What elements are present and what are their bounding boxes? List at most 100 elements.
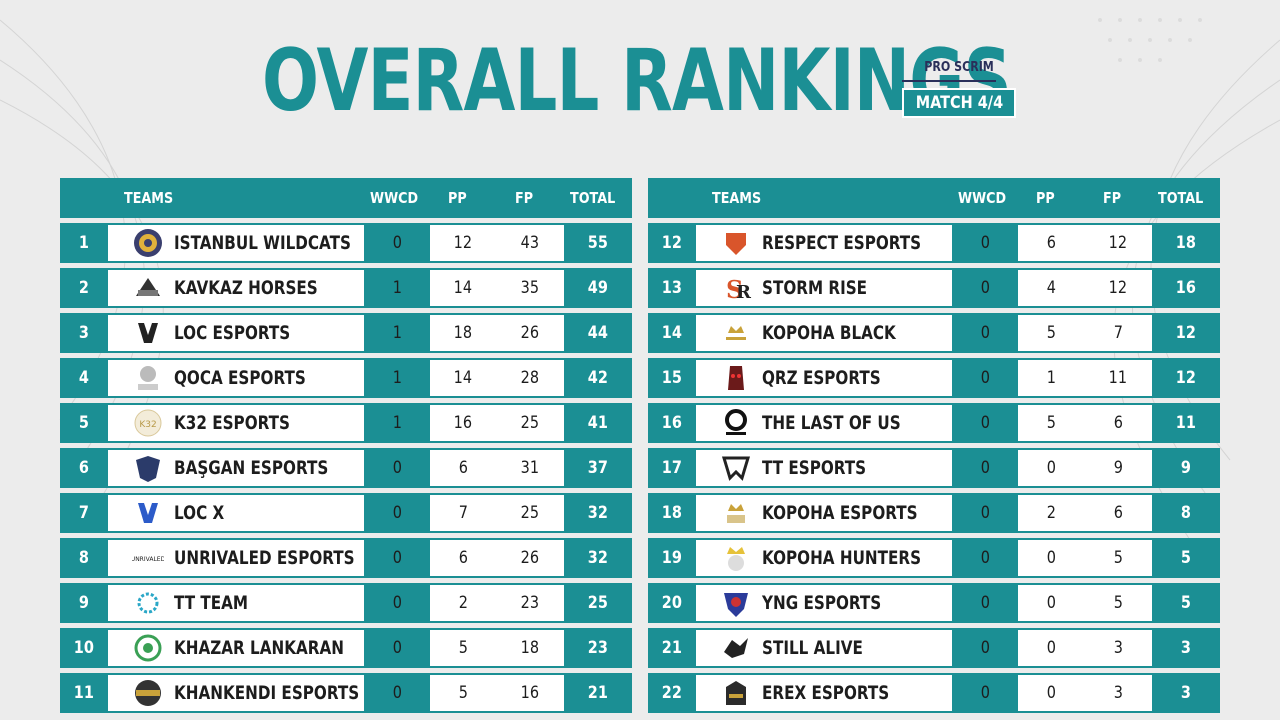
team-name: KAVKAZ HORSES [174, 277, 318, 299]
pp-cell: 0 [1018, 675, 1084, 711]
table-row: 4 QOCA ESPORTS 1 14 28 42 [60, 358, 632, 398]
fp-value: 5 [1113, 593, 1123, 613]
wwcd-value: 0 [980, 683, 990, 703]
total-value: 41 [587, 413, 609, 433]
rank-cell: 8 [60, 538, 108, 578]
wwcd-value: 0 [980, 323, 990, 343]
pp-value: 6 [458, 458, 468, 478]
total-cell: 9 [1152, 448, 1220, 488]
team-name: KOPOHA ESPORTS [762, 502, 918, 524]
wwcd-cell: 0 [952, 628, 1018, 668]
table-row: 11 KHANKENDI ESPORTS 0 5 16 21 [60, 673, 632, 713]
wwcd-cell: 0 [364, 223, 430, 263]
pp-cell: 6 [430, 450, 496, 486]
wwcd-value: 0 [392, 593, 402, 613]
team-cell: STILL ALIVE [696, 630, 952, 666]
fp-cell: 26 [496, 315, 564, 351]
table-row: 10 KHAZAR LANKARAN 0 5 18 23 [60, 628, 632, 668]
fp-value: 43 [520, 233, 540, 253]
team-cell: YNG ESPORTS [696, 585, 952, 621]
pp-value: 4 [1046, 278, 1056, 298]
khankendi-logo-icon [132, 677, 164, 709]
fp-cell: 12 [1084, 270, 1152, 306]
team-cell: EREX ESPORTS [696, 675, 952, 711]
rank-cell: 6 [60, 448, 108, 488]
rank-value: 6 [78, 458, 90, 478]
team-cell: KAVKAZ HORSES [108, 270, 364, 306]
table-header: TEAMS WWCD PP FP TOTAL [60, 178, 632, 218]
fp-cell: 9 [1084, 450, 1152, 486]
pp-value: 12 [453, 233, 473, 253]
points-cell: 6 31 [430, 450, 564, 486]
pp-cell: 4 [1018, 270, 1084, 306]
ttteam-logo-icon [132, 587, 164, 619]
team-name: BAŞGAN ESPORTS [174, 457, 329, 479]
team-name: TT ESPORTS [762, 457, 867, 479]
header-teams: TEAMS [124, 189, 174, 207]
pp-cell: 6 [430, 540, 496, 576]
rank-cell: 19 [648, 538, 696, 578]
team-cell: KHANKENDI ESPORTS [108, 675, 364, 711]
header-fp: FP [1103, 189, 1122, 207]
svg-text:R: R [736, 282, 752, 303]
wwcd-value: 0 [980, 503, 990, 523]
table-row: 20 YNG ESPORTS 0 0 5 5 [648, 583, 1220, 623]
team-cell: KOPOHA BLACK [696, 315, 952, 351]
team-name: KHAZAR LANKARAN [174, 637, 344, 659]
rank-value: 13 [661, 278, 683, 298]
wwcd-value: 0 [980, 368, 990, 388]
total-value: 18 [1175, 233, 1197, 253]
table-row: 8 UNRIVALED UNRIVALED ESPORTS 0 6 26 32 [60, 538, 632, 578]
fp-value: 18 [520, 638, 540, 658]
stillalive-logo-icon [720, 632, 752, 664]
rank-cell: 5 [60, 403, 108, 443]
fp-cell: 16 [496, 675, 564, 711]
total-cell: 32 [564, 493, 632, 533]
wwcd-value: 0 [392, 683, 402, 703]
pp-value: 2 [458, 593, 468, 613]
pp-value: 1 [1046, 368, 1056, 388]
header-wwcd: WWCD [958, 189, 1007, 207]
pp-value: 0 [1046, 548, 1056, 568]
wwcd-cell: 0 [364, 493, 430, 533]
rank-value: 9 [78, 593, 90, 613]
total-cell: 3 [1152, 673, 1220, 713]
team-cell: KHAZAR LANKARAN [108, 630, 364, 666]
pp-value: 6 [458, 548, 468, 568]
team-cell: ISTANBUL WILDCATS [108, 225, 364, 261]
wwcd-cell: 1 [364, 403, 430, 443]
table-header: TEAMS WWCD PP FP TOTAL [648, 178, 1220, 218]
wwcd-value: 0 [392, 233, 402, 253]
wwcd-cell: 1 [364, 268, 430, 308]
rank-cell: 14 [648, 313, 696, 353]
header-wwcd: WWCD [370, 189, 419, 207]
team-name: KHANKENDI ESPORTS [174, 682, 360, 704]
basgan-logo-icon [132, 452, 164, 484]
rank-cell: 16 [648, 403, 696, 443]
fp-cell: 25 [496, 495, 564, 531]
rank-value: 10 [73, 638, 95, 658]
lastofus-logo-icon [720, 407, 752, 439]
unrivaled-logo-icon: UNRIVALED [132, 542, 164, 574]
wwcd-cell: 0 [952, 448, 1018, 488]
fp-value: 35 [520, 278, 540, 298]
rank-value: 8 [78, 548, 90, 568]
team-name: YNG ESPORTS [762, 592, 882, 614]
total-value: 8 [1180, 503, 1192, 523]
team-name: STORM RISE [762, 277, 868, 299]
total-value: 5 [1180, 593, 1192, 613]
fp-cell: 25 [496, 405, 564, 441]
wwcd-value: 1 [392, 368, 402, 388]
team-name: STILL ALIVE [762, 637, 863, 659]
total-cell: 44 [564, 313, 632, 353]
pp-cell: 0 [1018, 630, 1084, 666]
total-cell: 11 [1152, 403, 1220, 443]
header-pp: PP [1036, 189, 1055, 207]
fp-cell: 43 [496, 225, 564, 261]
fp-value: 7 [1113, 323, 1123, 343]
team-name: QOCA ESPORTS [174, 367, 306, 389]
wwcd-cell: 0 [952, 223, 1018, 263]
